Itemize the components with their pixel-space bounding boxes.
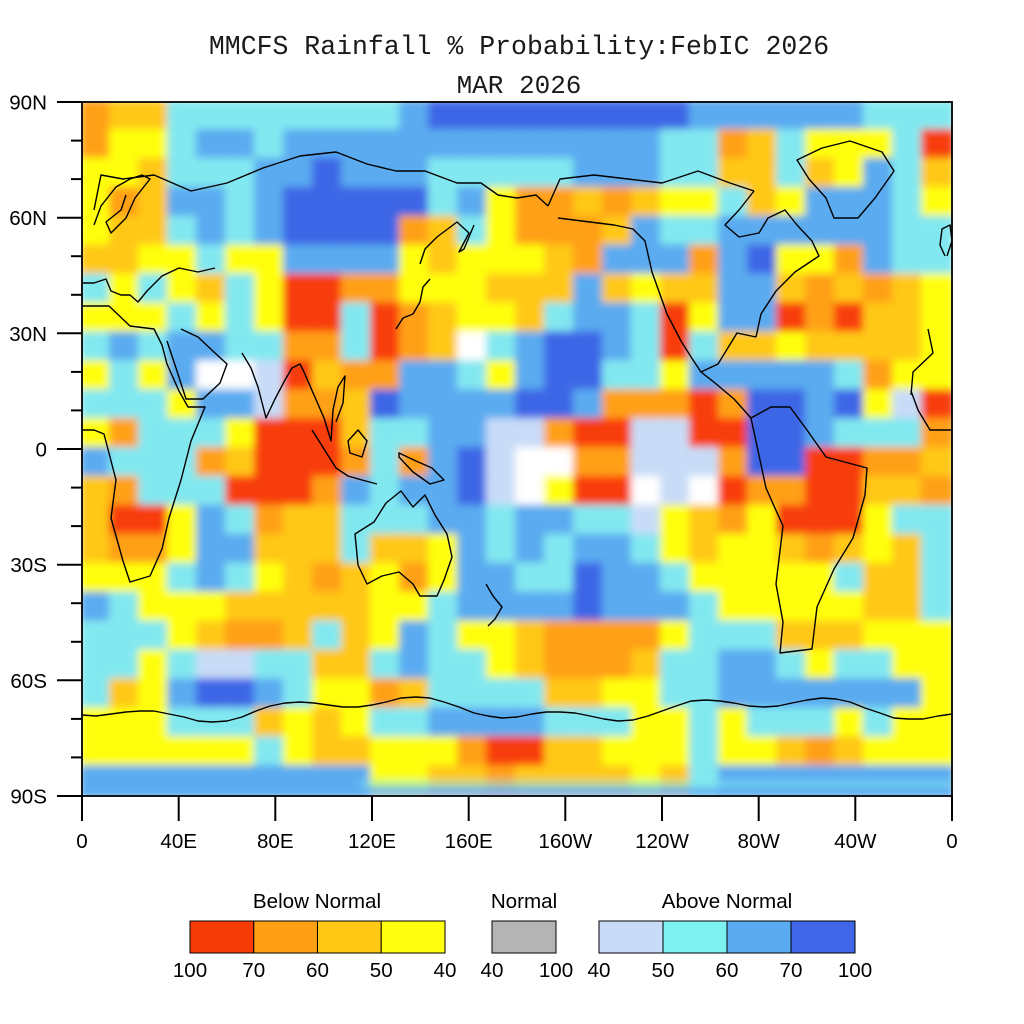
svg-text:40E: 40E [160,830,197,853]
svg-text:50: 50 [370,959,393,982]
svg-text:80W: 80W [738,830,781,853]
svg-text:40W: 40W [834,830,877,853]
svg-text:60: 60 [306,959,329,982]
svg-text:Below Normal: Below Normal [253,890,381,913]
svg-text:70: 70 [242,959,265,982]
svg-text:160W: 160W [538,830,592,853]
svg-text:Above Normal: Above Normal [662,890,792,913]
svg-text:100: 100 [539,959,573,982]
svg-text:60N: 60N [9,207,47,230]
svg-text:MAR 2026: MAR 2026 [457,71,582,101]
svg-text:40: 40 [481,959,504,982]
svg-text:160E: 160E [445,830,493,853]
svg-text:0: 0 [76,830,87,853]
svg-text:MMCFS Rainfall % Probability:F: MMCFS Rainfall % Probability:FebIC 2026 [209,32,829,62]
svg-text:0: 0 [946,830,957,853]
svg-text:50: 50 [652,959,675,982]
svg-text:120E: 120E [348,830,396,853]
svg-text:40: 40 [588,959,611,982]
svg-text:100: 100 [838,959,872,982]
svg-text:90N: 90N [9,92,47,115]
svg-text:Normal: Normal [491,890,557,913]
svg-text:40: 40 [434,959,457,982]
svg-text:60: 60 [716,959,739,982]
svg-text:30S: 30S [10,554,47,577]
svg-text:0: 0 [36,439,47,462]
svg-text:90S: 90S [10,786,47,809]
svg-text:30N: 30N [9,323,47,346]
svg-text:100: 100 [173,959,207,982]
svg-text:80E: 80E [257,830,294,853]
svg-text:70: 70 [780,959,803,982]
svg-text:60S: 60S [10,670,47,693]
svg-text:120W: 120W [635,830,689,853]
